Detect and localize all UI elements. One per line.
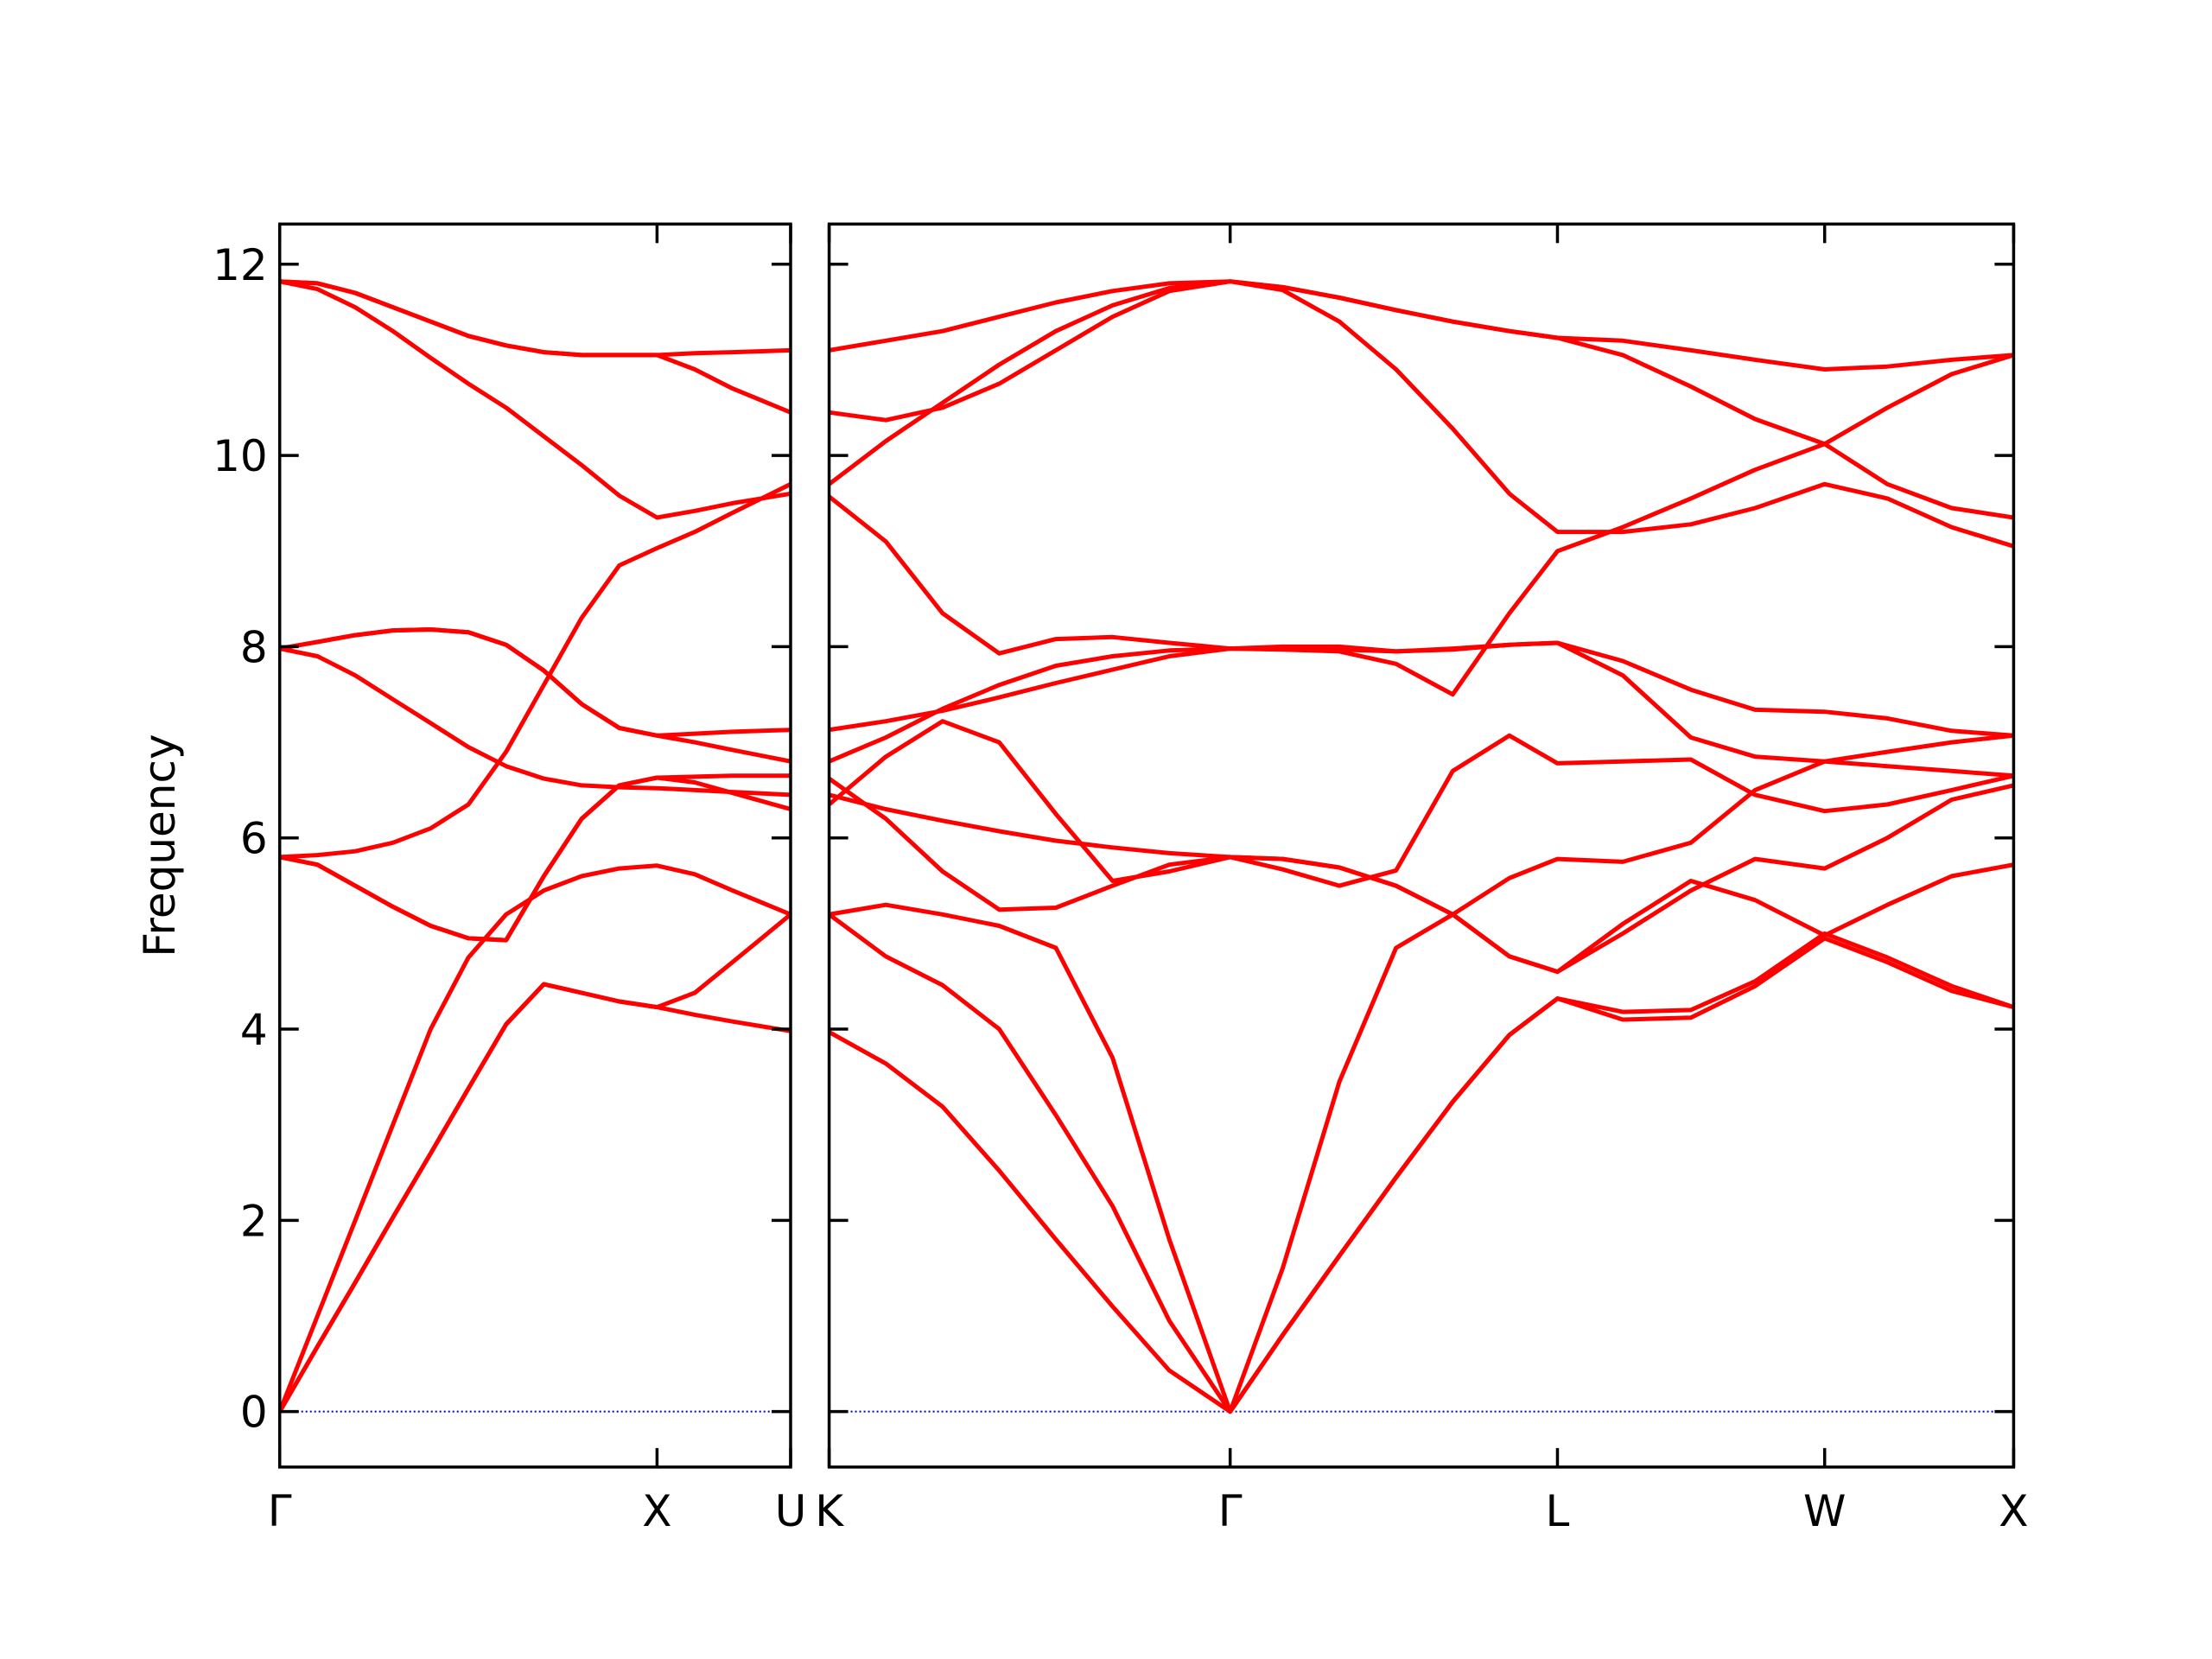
- bands: [279, 279, 791, 1413]
- band-line: [829, 279, 2014, 423]
- x-tick-label: W: [1803, 1486, 1846, 1536]
- x-tick-label: X: [642, 1486, 671, 1536]
- band-line: [279, 646, 791, 798]
- y-tick-label: 10: [213, 431, 268, 481]
- y-axis-label: Frequency: [135, 734, 185, 957]
- y-tick-label: 12: [213, 240, 268, 290]
- y-tick-label: 6: [240, 814, 268, 864]
- y-tick-label: 0: [240, 1388, 268, 1438]
- band-line: [829, 719, 2014, 888]
- band-line: [829, 640, 2014, 764]
- x-tick-label: L: [1546, 1486, 1570, 1536]
- band-line: [829, 733, 2014, 1414]
- band-line: [829, 936, 2014, 1414]
- band-line: [279, 482, 791, 860]
- bands: [829, 279, 2014, 1414]
- x-tick-label: Γ: [1218, 1486, 1243, 1536]
- band-line: [279, 279, 791, 520]
- band-line: [279, 863, 791, 1413]
- y-tick-label: 2: [240, 1196, 268, 1246]
- x-tick-label: U: [775, 1486, 807, 1536]
- band-line: [279, 773, 791, 943]
- band-line: [829, 912, 2014, 1414]
- y-tick-label: 8: [240, 622, 268, 672]
- band-line: [279, 982, 791, 1413]
- x-tick-label: Γ: [268, 1486, 292, 1536]
- band-line: [279, 775, 791, 943]
- band-line: [279, 912, 791, 1413]
- y-tick-label: 4: [240, 1005, 268, 1055]
- band-line: [829, 640, 2014, 779]
- plot-frame: [277, 222, 792, 1469]
- x-tick-label: K: [815, 1486, 844, 1536]
- band-line: [829, 442, 2014, 697]
- plot-frame: [827, 222, 2016, 1469]
- band-line: [279, 279, 791, 415]
- band-line: [279, 627, 791, 738]
- band-line: [829, 783, 2014, 975]
- band-line: [829, 279, 2014, 447]
- band-line: [829, 279, 2014, 549]
- x-tick-label: X: [1999, 1486, 2028, 1536]
- band-line: [279, 627, 791, 764]
